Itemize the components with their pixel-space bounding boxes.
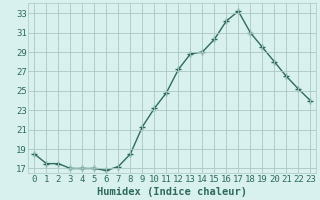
X-axis label: Humidex (Indice chaleur): Humidex (Indice chaleur) <box>97 186 247 197</box>
